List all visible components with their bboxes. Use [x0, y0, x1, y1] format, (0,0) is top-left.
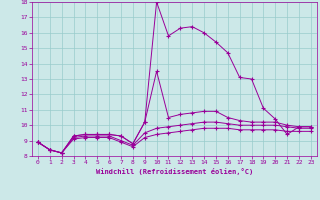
X-axis label: Windchill (Refroidissement éolien,°C): Windchill (Refroidissement éolien,°C) — [96, 168, 253, 175]
